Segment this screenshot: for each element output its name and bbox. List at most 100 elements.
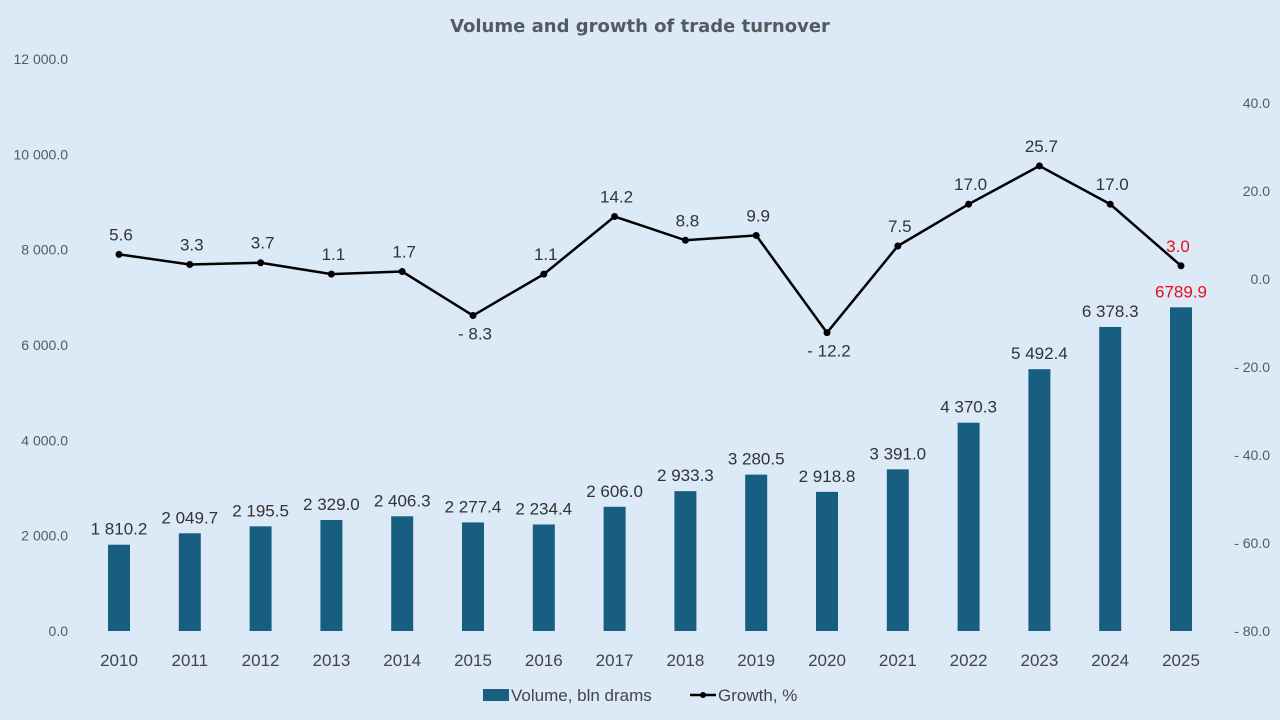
left-axis-tick-label: 12 000.0: [14, 51, 69, 67]
growth-point: [469, 312, 477, 320]
volume-bar: [957, 422, 980, 631]
growth-data-label: 25.7: [1025, 137, 1058, 156]
volume-data-label: 2 406.3: [374, 491, 431, 510]
legend-growth-label: Growth, %: [718, 686, 797, 705]
growth-point: [965, 200, 973, 208]
volume-data-label: 5 492.4: [1011, 344, 1068, 363]
right-axis-tick-label: 40.0: [1243, 95, 1270, 111]
x-axis-tick-label: 2021: [879, 651, 917, 670]
x-axis-tick-label: 2015: [454, 651, 492, 670]
growth-point: [752, 231, 760, 239]
volume-data-label: 2 277.4: [445, 497, 502, 516]
growth-point: [398, 268, 406, 276]
right-axis-tick-label: 20.0: [1243, 183, 1270, 199]
legend-volume-label: Volume, bln drams: [511, 686, 652, 705]
volume-data-label: 3 280.5: [728, 450, 785, 469]
right-axis-tick-label: - 20.0: [1234, 359, 1270, 375]
left-axis-tick-label: 0.0: [49, 623, 69, 639]
growth-data-label: - 8.3: [458, 325, 492, 344]
volume-data-label: 2 933.3: [657, 466, 714, 485]
x-axis-tick-label: 2023: [1020, 651, 1058, 670]
volume-bar: [674, 491, 697, 631]
growth-data-label: 1.7: [392, 243, 416, 262]
volume-data-label: 2 918.8: [799, 467, 856, 486]
growth-data-label: 9.9: [746, 206, 770, 225]
growth-data-label: 17.0: [954, 175, 987, 194]
x-axis: 2010 2011 2012 2013 2014 2015 2016 2017 2018 2019…: [100, 651, 1200, 670]
x-axis-tick-label: 2020: [808, 651, 846, 670]
growth-data-label: 17.0: [1096, 175, 1129, 194]
volume-data-label: 2 329.0: [303, 495, 360, 514]
volume-data-label: 2 234.4: [515, 499, 572, 518]
volume-data-label: 6789.9: [1155, 282, 1207, 301]
volume-bar: [603, 506, 626, 631]
growth-point: [257, 259, 265, 267]
growth-data-label: - 12.2: [807, 342, 850, 361]
volume-bar: [1028, 369, 1051, 631]
growth-point: [1177, 262, 1185, 270]
volume-bar: [391, 516, 414, 631]
volume-bar: [745, 474, 768, 631]
x-axis-tick-label: 2022: [950, 651, 988, 670]
right-axis-tick-label: - 40.0: [1234, 447, 1270, 463]
growth-data-label: 1.1: [534, 245, 558, 264]
volume-data-label: 3 391.0: [869, 444, 926, 463]
volume-data-label: 2 606.0: [586, 482, 643, 501]
volume-bar: [108, 544, 130, 631]
left-axis: 0.0 2 000.0 4 000.0 6 000.0 8 000.0 10 000.0 1…: [14, 51, 69, 639]
legend-growth-marker: [700, 692, 706, 698]
x-axis-tick-label: 2012: [242, 651, 280, 670]
volume-bar: [532, 524, 555, 631]
growth-line: 5.6 3.3 3.7 1.1 1.7 - 8.3 1.1 14.2 8.8 9.9 - 12.2 7…: [109, 137, 1190, 361]
growth-data-label: 14.2: [600, 188, 633, 207]
right-axis: - 80.0 - 60.0 - 40.0 - 20.0 0.0 20.0 40.0: [1234, 95, 1270, 639]
x-axis-tick-label: 2018: [666, 651, 704, 670]
growth-data-label: 3.0: [1166, 237, 1190, 256]
x-axis-tick-label: 2025: [1162, 651, 1200, 670]
growth-point: [115, 250, 123, 258]
x-axis-tick-label: 2019: [737, 651, 775, 670]
growth-point: [823, 329, 831, 337]
growth-data-label: 8.8: [676, 211, 700, 230]
growth-point: [186, 260, 194, 268]
right-axis-tick-label: - 60.0: [1234, 535, 1270, 551]
left-axis-tick-label: 8 000.0: [21, 242, 68, 258]
volume-bar: [462, 522, 484, 631]
volume-data-label: 6 378.3: [1082, 302, 1139, 321]
x-axis-tick-label: 2010: [100, 651, 138, 670]
left-axis-tick-label: 2 000.0: [21, 528, 68, 544]
growth-point: [681, 236, 689, 244]
growth-data-label: 7.5: [888, 217, 912, 236]
x-axis-tick-label: 2016: [525, 651, 563, 670]
volume-data-label: 1 810.2: [91, 520, 148, 539]
growth-data-label: 1.1: [322, 245, 346, 264]
right-axis-tick-label: 0.0: [1251, 271, 1271, 287]
volume-bar: [320, 519, 343, 631]
volume-bars: 1 810.2 2 049.7 2 195.5 2 329.0 2 406.3 2 277…: [91, 282, 1207, 631]
growth-line-path: [118, 164, 1182, 335]
growth-data-label: 3.3: [180, 235, 204, 254]
legend: Volume, bln drams Growth, %: [483, 686, 797, 705]
volume-bar: [1170, 307, 1192, 631]
volume-bar: [178, 533, 201, 631]
left-axis-tick-label: 6 000.0: [21, 337, 68, 353]
growth-point: [1035, 162, 1043, 170]
x-axis-tick-label: 2024: [1091, 651, 1129, 670]
growth-point: [894, 242, 902, 250]
growth-data-label: 3.7: [251, 234, 275, 253]
growth-point: [611, 213, 619, 221]
x-axis-tick-label: 2014: [383, 651, 421, 670]
volume-bar: [1099, 326, 1122, 631]
volume-data-label: 2 049.7: [161, 508, 218, 527]
right-axis-tick-label: - 80.0: [1234, 623, 1270, 639]
volume-bar: [816, 491, 838, 631]
legend-volume-swatch: [483, 689, 509, 701]
x-axis-tick-label: 2013: [312, 651, 350, 670]
growth-data-label: 5.6: [109, 225, 133, 244]
growth-point: [540, 270, 548, 278]
volume-data-label: 2 195.5: [232, 501, 289, 520]
growth-point: [1106, 200, 1114, 208]
x-axis-tick-label: 2017: [596, 651, 634, 670]
volume-data-label: 4 370.3: [940, 398, 997, 417]
